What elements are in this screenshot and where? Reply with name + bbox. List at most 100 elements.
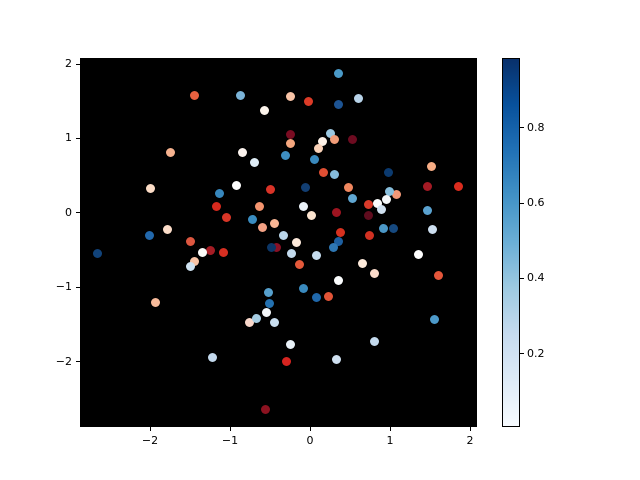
scatter-point [247, 214, 257, 224]
scatter-point [250, 158, 260, 168]
scatter-point [151, 298, 161, 308]
x-tick-label: −1 [221, 434, 239, 447]
scatter-point [379, 223, 389, 233]
scatter-point [382, 194, 392, 204]
y-tick-label: 2 [65, 57, 72, 70]
scatter-point [197, 248, 207, 258]
x-tick-mark [229, 427, 231, 431]
scatter-point [364, 231, 374, 241]
scatter-point [221, 213, 231, 223]
x-tick-label: 2 [466, 434, 474, 447]
y-tick-mark [76, 286, 80, 288]
scatter-point [280, 151, 290, 160]
colorbar [502, 58, 520, 427]
x-tick-mark [469, 427, 471, 431]
scatter-point [255, 202, 265, 212]
scatter-point [310, 155, 320, 165]
scatter-point [347, 194, 357, 204]
scatter-point [211, 202, 221, 212]
scatter-point [334, 275, 344, 285]
scatter-point [219, 247, 229, 257]
scatter-point [265, 185, 275, 195]
colorbar-tick-label: 0.4 [527, 271, 545, 285]
scatter-point [291, 238, 301, 247]
colorbar-tick-label: 0.2 [527, 346, 545, 360]
scatter-point [279, 230, 289, 240]
scatter-point [330, 170, 340, 180]
scatter-point [363, 200, 373, 210]
scatter-point [185, 236, 195, 246]
scatter-point [423, 182, 433, 192]
scatter-point [271, 243, 281, 253]
scatter-point [453, 182, 463, 192]
scatter-point [267, 242, 277, 252]
scatter-point [343, 182, 353, 192]
scatter-point [299, 284, 309, 294]
scatter-point [244, 317, 254, 327]
scatter-point [206, 246, 216, 256]
y-tick-label: −2 [55, 354, 72, 368]
scatter-point [391, 189, 401, 199]
scatter-point [146, 184, 156, 194]
scatter-point [260, 404, 270, 414]
scatter-point [215, 188, 225, 198]
scatter-point [259, 106, 269, 116]
scatter-point [370, 268, 380, 278]
scatter-point [307, 210, 317, 220]
x-tick-mark [389, 427, 391, 431]
scatter-point [430, 314, 440, 324]
x-tick-mark [149, 427, 151, 431]
x-tick-label: −2 [141, 434, 159, 447]
y-tick-label: 0 [65, 205, 72, 219]
scatter-point [333, 69, 343, 79]
scatter-point [190, 91, 200, 101]
scatter-point [427, 162, 437, 172]
scatter-point [370, 336, 380, 346]
scatter-point [295, 259, 305, 269]
scatter-point [92, 249, 102, 259]
scatter-point [190, 256, 200, 266]
scatter-point [231, 180, 241, 190]
scatter-point [317, 136, 327, 146]
scatter-point [299, 202, 309, 212]
scatter-point [376, 204, 386, 214]
x-tick-mark [309, 427, 311, 431]
scatter-point [261, 307, 271, 317]
y-tick-mark [76, 361, 80, 362]
scatter-point [251, 313, 261, 323]
scatter-point [207, 352, 217, 362]
scatter-point [384, 186, 394, 196]
scatter-point [263, 287, 273, 297]
scatter-point [285, 130, 295, 140]
scatter-point [186, 261, 196, 271]
colorbar-tick-label: 0.6 [527, 196, 545, 209]
scatter-point [423, 206, 433, 215]
x-tick-label: 1 [386, 434, 394, 447]
scatter-point [334, 99, 344, 109]
scatter-point [363, 210, 373, 220]
scatter-point [319, 168, 329, 178]
scatter-point [238, 148, 248, 157]
colorbar-tick-label: 0.8 [527, 120, 545, 134]
scatter-point [303, 97, 313, 107]
scatter-point [335, 228, 345, 238]
scatter-point [383, 168, 393, 178]
scatter-point [433, 270, 443, 280]
plot-area [80, 58, 477, 427]
colorbar-tick-mark [520, 127, 524, 129]
scatter-point [270, 318, 280, 328]
scatter-point [353, 94, 363, 104]
scatter-point [331, 208, 341, 218]
scatter-point [264, 299, 274, 308]
scatter-point [166, 148, 176, 157]
x-tick-label: 0 [306, 434, 314, 447]
scatter-point [269, 219, 279, 229]
scatter-point [311, 251, 321, 261]
scatter-point [311, 293, 321, 303]
scatter-point [414, 249, 424, 259]
scatter-point [388, 223, 398, 233]
scatter-point [325, 128, 335, 138]
scatter-point [163, 224, 173, 234]
colorbar-tick-mark [520, 277, 524, 279]
scatter-point [347, 135, 357, 145]
